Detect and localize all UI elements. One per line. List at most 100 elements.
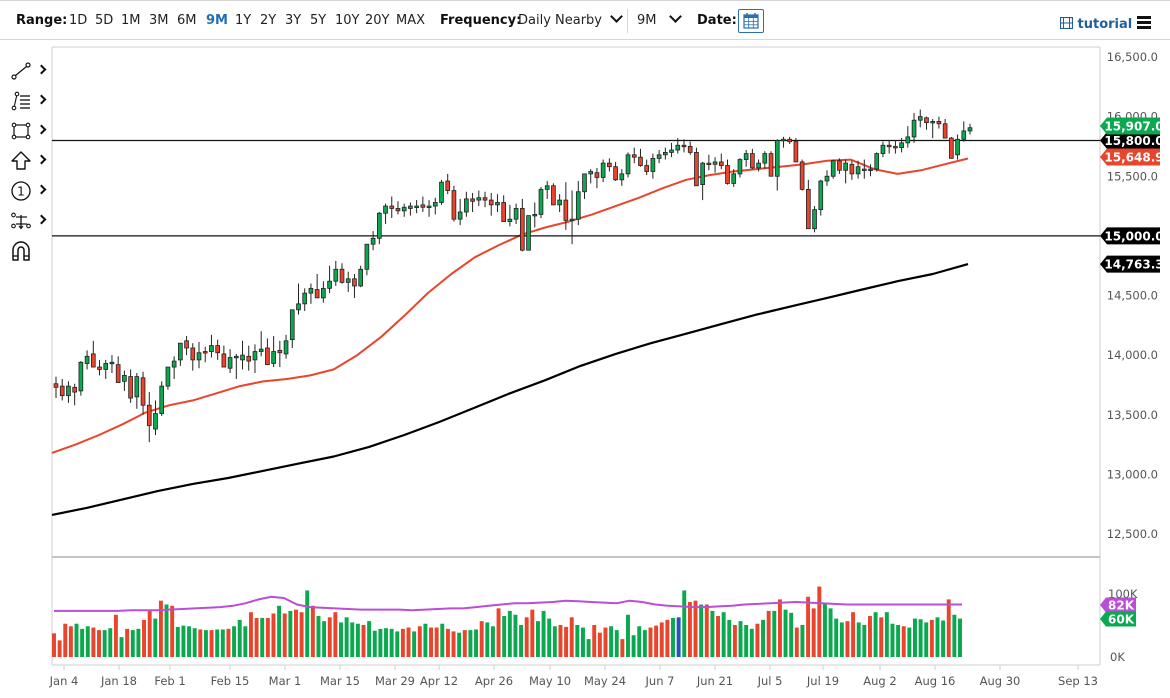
candle-body bbox=[115, 364, 121, 383]
candle-body bbox=[886, 144, 892, 148]
volume-bar bbox=[845, 621, 850, 657]
period-dropdown[interactable]: 9M bbox=[637, 10, 682, 28]
range-button-3m[interactable]: 3M bbox=[149, 13, 169, 28]
x-axis-tick: Aug 30 bbox=[980, 674, 1021, 688]
candle-body bbox=[905, 136, 911, 144]
candle-body bbox=[619, 173, 625, 181]
measure-tool[interactable] bbox=[10, 210, 47, 232]
x-axis-tick: Mar 15 bbox=[320, 674, 360, 688]
volume-bar bbox=[535, 621, 540, 657]
range-button-3y[interactable]: 3Y bbox=[285, 13, 302, 28]
candle-body bbox=[246, 355, 252, 362]
candle bbox=[961, 121, 967, 142]
candle-body bbox=[942, 123, 948, 139]
volume-bar bbox=[445, 628, 450, 657]
trendline-tool[interactable] bbox=[10, 60, 47, 82]
candle-body bbox=[743, 153, 749, 160]
range-label: Range: bbox=[16, 13, 68, 28]
level-tag-bg bbox=[1100, 131, 1160, 149]
candle-body bbox=[283, 340, 289, 355]
candle-body bbox=[178, 342, 183, 361]
candle bbox=[376, 212, 382, 245]
volume-bar bbox=[63, 623, 68, 657]
chevron-right-icon bbox=[36, 64, 47, 75]
candle bbox=[221, 345, 227, 368]
candle-body bbox=[569, 218, 575, 222]
frequency-dropdown[interactable]: Daily Nearby bbox=[518, 10, 623, 28]
candle bbox=[72, 383, 77, 406]
candle-body bbox=[563, 199, 569, 221]
period-value: 9M bbox=[637, 13, 657, 28]
volume-bar bbox=[569, 617, 574, 657]
annotation-tool[interactable]: 1 bbox=[10, 180, 47, 202]
candle bbox=[426, 200, 432, 217]
candle bbox=[625, 152, 631, 178]
volume-bar bbox=[203, 630, 208, 657]
volume-bar bbox=[738, 621, 743, 657]
candle-body bbox=[457, 211, 463, 220]
date-label: Date: bbox=[697, 13, 737, 28]
candle bbox=[538, 186, 544, 218]
range-button-9m[interactable]: 9M bbox=[206, 13, 228, 28]
range-button-2y[interactable]: 2Y bbox=[260, 13, 277, 28]
volume-bar bbox=[282, 613, 287, 657]
range-button-max[interactable]: MAX bbox=[396, 13, 426, 28]
range-button-20y[interactable]: 20Y bbox=[365, 13, 390, 28]
hamburger-menu-icon[interactable] bbox=[1137, 16, 1151, 29]
candle bbox=[339, 263, 345, 284]
candle-body bbox=[843, 162, 848, 171]
rectangle-tool[interactable] bbox=[10, 120, 47, 142]
candle-body bbox=[476, 197, 482, 201]
volume-bar bbox=[676, 617, 681, 657]
range-button-10y[interactable]: 10Y bbox=[335, 13, 360, 28]
volume-bar bbox=[626, 614, 630, 657]
candle bbox=[768, 151, 774, 177]
candle-body bbox=[165, 366, 171, 387]
candle-body bbox=[725, 165, 730, 184]
range-button-1m[interactable]: 1M bbox=[121, 13, 141, 28]
volume-bar bbox=[97, 630, 101, 657]
range-button-1d[interactable]: 1D bbox=[69, 13, 88, 28]
range-button-1y[interactable]: 1Y bbox=[235, 13, 252, 28]
arrow-tool[interactable] bbox=[10, 150, 47, 172]
candle bbox=[687, 141, 693, 155]
volume-bar bbox=[716, 616, 720, 657]
candle-body bbox=[936, 120, 942, 125]
volume-bar bbox=[839, 622, 844, 657]
candle-body bbox=[787, 138, 793, 143]
volume-ma-tag-label: 82K bbox=[1108, 599, 1135, 613]
candle bbox=[289, 309, 295, 348]
range-button-5d[interactable]: 5D bbox=[95, 13, 114, 28]
fibonacci-tool[interactable] bbox=[10, 90, 47, 112]
date-picker-button[interactable] bbox=[738, 9, 764, 33]
volume-bar bbox=[924, 622, 929, 657]
ma200-tag-bg bbox=[1100, 255, 1160, 273]
volume-bar bbox=[851, 612, 856, 657]
x-axis-tick: Feb 1 bbox=[154, 674, 185, 688]
candle-body bbox=[376, 212, 382, 239]
candle-body bbox=[557, 199, 562, 206]
x-axis-tick: May 24 bbox=[584, 674, 626, 688]
chevron-right-icon bbox=[36, 214, 47, 225]
candle-body bbox=[408, 205, 413, 209]
calendar-icon bbox=[743, 13, 759, 29]
candle-body bbox=[90, 353, 96, 368]
magnet-tool[interactable] bbox=[10, 240, 46, 262]
range-button-6m[interactable]: 6M bbox=[177, 13, 197, 28]
range-button-5y[interactable]: 5Y bbox=[310, 13, 327, 28]
candle bbox=[358, 265, 363, 288]
level-tag: 15,000.0 bbox=[1100, 227, 1164, 245]
volume-bar bbox=[524, 617, 529, 657]
candle bbox=[103, 359, 109, 379]
volume-bar bbox=[361, 625, 366, 657]
candle-body bbox=[233, 355, 239, 359]
volume-bar bbox=[412, 631, 417, 657]
tutorial-link[interactable]: tutorial bbox=[1059, 16, 1132, 32]
price-axis-tick: 13,500.0 bbox=[1107, 408, 1158, 422]
candle bbox=[302, 288, 308, 312]
candle bbox=[389, 196, 395, 218]
volume-bar bbox=[890, 623, 895, 657]
candle bbox=[868, 164, 873, 177]
volume-bar bbox=[181, 625, 186, 657]
